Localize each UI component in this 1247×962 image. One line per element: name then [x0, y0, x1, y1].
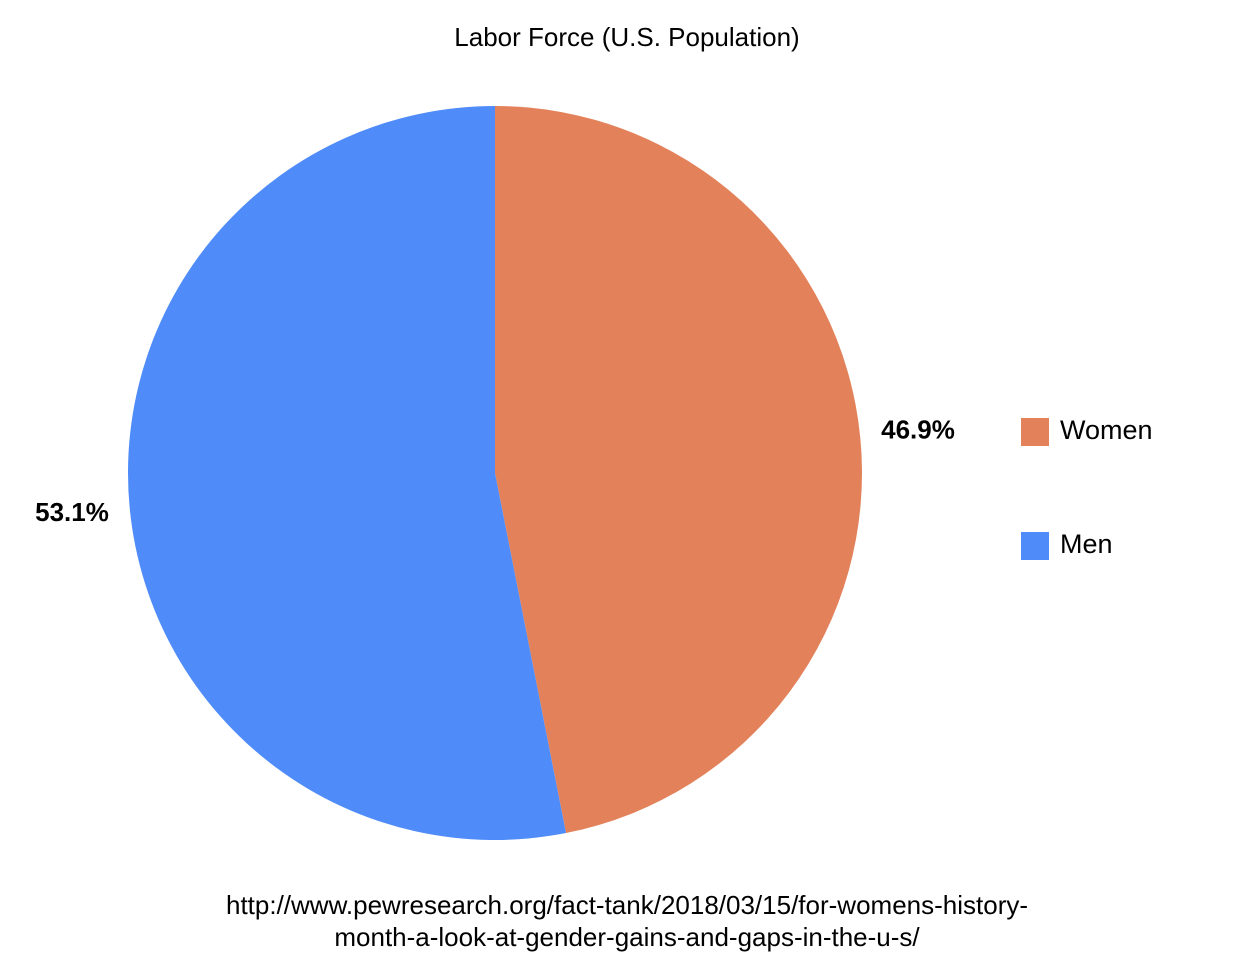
legend-label: Men: [1060, 529, 1113, 559]
source-line: http://www.pewresearch.org/fact-tank/201…: [226, 890, 1028, 920]
legend-swatch: [1021, 532, 1049, 560]
value-label: 46.9%: [881, 415, 955, 445]
legend-label: Women: [1060, 415, 1153, 445]
value-label: 53.1%: [35, 497, 109, 527]
source-line: month-a-look-at-gender-gains-and-gaps-in…: [334, 922, 920, 952]
legend-swatch: [1021, 418, 1049, 446]
chart-title: Labor Force (U.S. Population): [454, 22, 799, 52]
pie-slice: [127, 106, 567, 841]
pie-slice: [495, 106, 862, 834]
